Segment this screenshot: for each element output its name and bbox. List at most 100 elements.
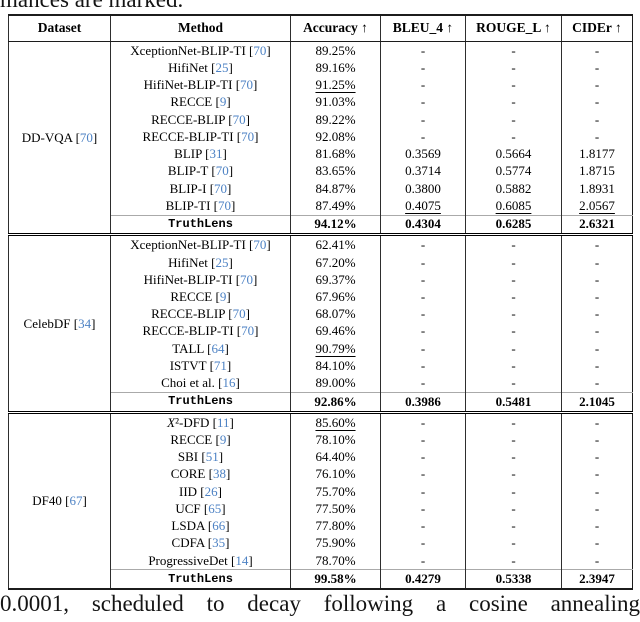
metric-value: - <box>511 254 516 270</box>
cell-bleu4: - <box>380 111 466 129</box>
cell-bleu4: - <box>380 500 466 518</box>
method-label: TruthLens <box>168 571 233 586</box>
citation-link[interactable]: 34 <box>78 315 92 331</box>
cell-rougel: 0.5481 <box>465 391 562 413</box>
cell-cider: - <box>561 253 633 272</box>
cell-bleu4: - <box>380 431 466 449</box>
citation-link[interactable]: 51 <box>205 449 219 465</box>
citation-link[interactable]: 38 <box>212 466 226 482</box>
metric-value: - <box>511 323 516 339</box>
cell-method: HifiNet [25] <box>110 253 291 272</box>
cell-method: BLIP-I [70] <box>110 179 291 198</box>
method-label: TruthLens <box>168 394 233 409</box>
metric-value: - <box>511 111 516 127</box>
cell-accuracy: 92.08% <box>290 128 381 146</box>
citation-link[interactable]: 14 <box>235 552 249 568</box>
cell-cider: 2.3947 <box>561 569 633 589</box>
citation-link[interactable]: 9 <box>219 289 227 305</box>
cell-bleu4: - <box>380 93 466 112</box>
citation-link[interactable]: 70 <box>232 306 246 322</box>
cell-cider: 1.8931 <box>561 179 633 198</box>
citation-link[interactable]: 70 <box>79 129 93 145</box>
cell-rougel: - <box>465 483 562 501</box>
citation-link[interactable]: 71 <box>213 357 227 373</box>
citation-link[interactable]: 9 <box>219 94 227 110</box>
metric-value: 0.5882 <box>495 180 532 196</box>
metric-value: - <box>594 306 600 322</box>
citation-link[interactable]: 9 <box>219 431 227 447</box>
cell-rougel: - <box>465 340 562 358</box>
metric-value: - <box>594 535 600 551</box>
cell-method: TALL [64] <box>110 340 291 358</box>
cell-method: CORE [38] <box>110 465 291 484</box>
cell-accuracy: 64.40% <box>290 448 381 466</box>
cell-method: HifiNet-BLIP-TI [70] <box>110 271 291 289</box>
metric-value: 75.90% <box>315 535 356 551</box>
citation-link[interactable]: 70 <box>215 163 229 179</box>
citation-link[interactable]: 70 <box>214 180 228 196</box>
citation-link[interactable]: 25 <box>215 59 229 75</box>
metric-value: - <box>511 500 516 516</box>
column-header-rougel: ROUGE_L ↑ <box>465 15 562 42</box>
cell-cider: - <box>561 448 633 466</box>
truthlens-row: TruthLens 94.12% 0.4304 0.6285 2.6321 <box>9 214 633 235</box>
citation-link[interactable]: 70 <box>240 271 254 287</box>
cell-method: RECCE [9] <box>110 288 291 306</box>
table-row: LSDA [66] 77.80% - - - <box>9 517 633 535</box>
citation-link[interactable]: 70 <box>218 197 232 213</box>
citation-link[interactable]: 11 <box>216 414 230 430</box>
citation-link[interactable]: 70 <box>241 128 255 144</box>
cell-rougel: - <box>465 551 562 570</box>
metric-value: 89.25% <box>315 42 356 58</box>
cell-cider: - <box>561 233 633 254</box>
metric-value: 0.4304 <box>405 216 441 232</box>
metric-value: 2.3947 <box>579 571 615 587</box>
citation-link[interactable]: 66 <box>212 518 226 534</box>
cell-rougel: - <box>465 448 562 466</box>
citation-link[interactable]: 70 <box>253 42 267 58</box>
cell-bleu4: - <box>380 517 466 535</box>
method-label: UCF <box>175 500 201 516</box>
citation-link[interactable]: 70 <box>253 237 267 253</box>
table-row: RECCE-BLIP-TI [70] 92.08% - - - <box>9 128 633 146</box>
cell-cider: - <box>561 431 633 449</box>
citation-link[interactable]: 25 <box>215 254 229 270</box>
citation-link[interactable]: 65 <box>208 500 222 516</box>
citation-link[interactable]: 31 <box>209 146 223 162</box>
cell-rougel: - <box>465 93 562 112</box>
cell-rougel: 0.6085 <box>465 197 562 216</box>
cell-bleu4: - <box>380 448 466 466</box>
cell-rougel: - <box>465 357 562 375</box>
citation-link[interactable]: 26 <box>204 483 218 499</box>
citation-link[interactable]: 67 <box>69 492 83 508</box>
method-label: RECCE-BLIP <box>151 306 225 322</box>
citation-link[interactable]: 70 <box>232 111 246 127</box>
cell-method: XceptionNet-BLIP-TI [70] <box>110 41 291 60</box>
metric-value: 1.8715 <box>579 163 615 179</box>
citation-link[interactable]: 70 <box>241 323 255 339</box>
cell-rougel: - <box>465 59 562 77</box>
cell-method: Choi et al. [16] <box>110 374 291 393</box>
citation-link[interactable]: 70 <box>240 77 254 93</box>
citation-link[interactable]: 64 <box>211 340 225 356</box>
cell-cider: - <box>561 76 633 94</box>
metric-value: 1.8177 <box>579 146 615 162</box>
cell-accuracy: 89.25% <box>290 41 381 60</box>
metric-value: - <box>594 59 600 75</box>
cell-accuracy: 67.96% <box>290 288 381 306</box>
citation-link[interactable]: 35 <box>212 535 226 551</box>
cell-accuracy: 68.07% <box>290 305 381 323</box>
table-row: HifiNet-BLIP-TI [70] 69.37% - - - <box>9 271 633 289</box>
table-row: UCF [65] 77.50% - - - <box>9 500 633 518</box>
metric-value: - <box>511 340 516 356</box>
cell-method: BLIP-T [70] <box>110 162 291 180</box>
metric-value: - <box>511 42 516 58</box>
metric-value: - <box>420 271 426 287</box>
citation-link[interactable]: 16 <box>222 375 236 391</box>
header-row: Dataset Method Accuracy ↑ BLEU_4 ↑ ROUGE… <box>8 15 633 42</box>
truthlens-row: TruthLens 92.86% 0.3986 0.5481 2.1045 <box>9 391 633 413</box>
table-row: RECCE [9] 78.10% - - - <box>9 431 633 449</box>
metric-value: - <box>420 306 426 322</box>
metric-value: - <box>511 77 516 93</box>
